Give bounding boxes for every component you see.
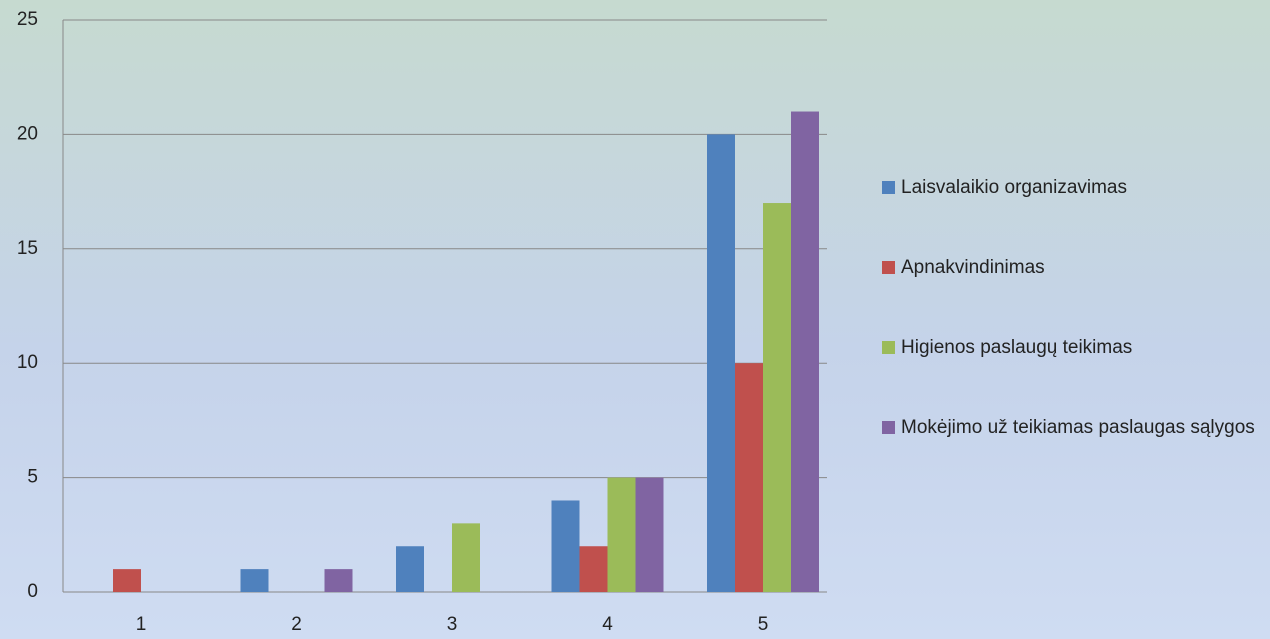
x-tick-label: 4 (602, 614, 613, 635)
bar (396, 546, 424, 592)
legend-label: Apnakvindinimas (901, 257, 1045, 278)
bar (324, 569, 353, 592)
bar (735, 363, 763, 592)
bar (707, 134, 735, 592)
legend-label: Mokėjimo už teikiamas paslaugas sąlygos (901, 417, 1255, 438)
x-tick-label: 5 (758, 614, 769, 635)
legend-item: Laisvalaikio organizavimas (882, 174, 1267, 201)
bar (579, 546, 608, 592)
bar (791, 111, 819, 593)
y-tick-label: 5 (27, 467, 38, 488)
x-tick-label: 3 (447, 614, 458, 635)
y-tick-label: 20 (17, 123, 38, 144)
legend-item: Mokėjimo už teikiamas paslaugas sąlygos (882, 414, 1267, 441)
bar (113, 569, 141, 592)
legend-swatch (882, 261, 895, 274)
bar (607, 477, 636, 592)
legend-swatch (882, 421, 895, 434)
y-tick-label: 0 (27, 581, 38, 602)
bar (635, 477, 664, 592)
y-tick-label: 15 (17, 238, 38, 259)
legend-item: Higienos paslaugų teikimas (882, 334, 1267, 361)
legend-label: Laisvalaikio organizavimas (901, 177, 1127, 198)
y-tick-label: 25 (17, 9, 38, 30)
legend-swatch (882, 341, 895, 354)
bar (240, 569, 269, 592)
legend-label: Higienos paslaugų teikimas (901, 337, 1133, 358)
x-tick-label: 2 (291, 614, 302, 635)
bar (763, 203, 791, 593)
legend-swatch (882, 181, 895, 194)
bar (551, 500, 580, 592)
y-tick-label: 10 (17, 352, 38, 373)
legend-item: Apnakvindinimas (882, 254, 1267, 281)
bar (452, 523, 480, 592)
x-tick-label: 1 (136, 614, 147, 635)
